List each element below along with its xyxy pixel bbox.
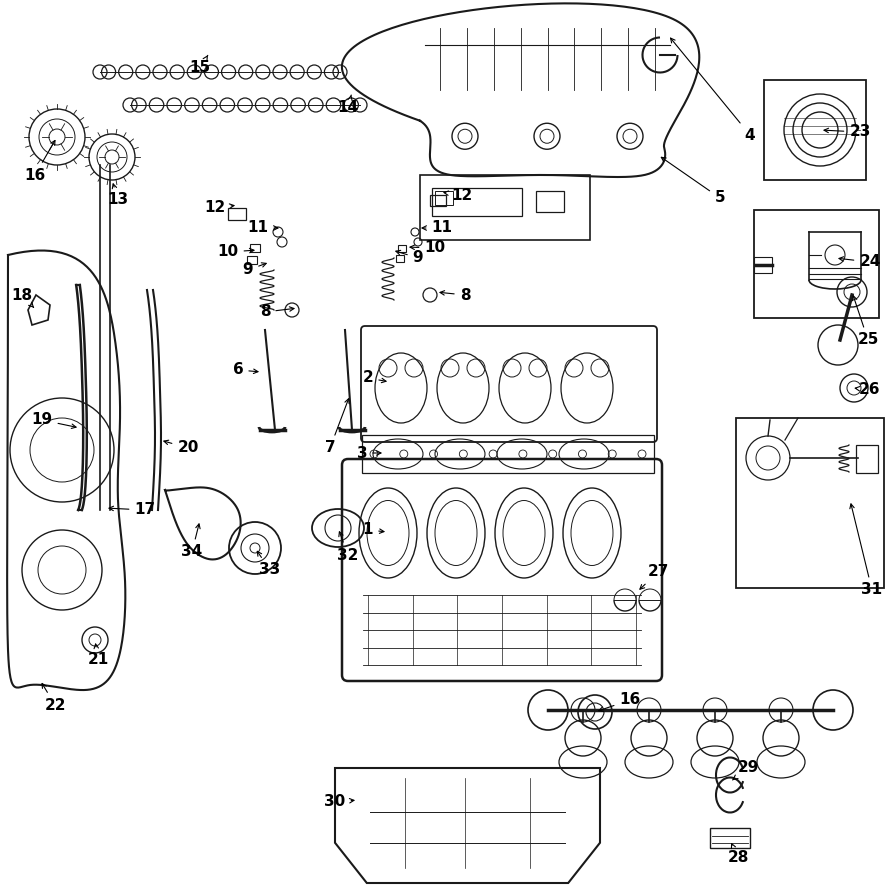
Text: 12: 12: [444, 188, 473, 203]
Text: 22: 22: [42, 683, 66, 713]
Text: 15: 15: [189, 55, 211, 75]
Bar: [398, 245, 406, 252]
Bar: [228, 208, 246, 220]
Text: 10: 10: [218, 244, 254, 259]
Text: 18: 18: [12, 288, 34, 308]
Text: 4: 4: [671, 38, 756, 142]
Text: 21: 21: [87, 644, 109, 668]
Text: 3: 3: [357, 445, 381, 460]
Bar: [736, 418, 884, 588]
Text: 28: 28: [727, 844, 748, 865]
Text: 27: 27: [640, 564, 669, 589]
Text: 20: 20: [164, 440, 199, 456]
Text: 25: 25: [853, 296, 879, 348]
Text: 34: 34: [181, 524, 202, 560]
Text: 19: 19: [31, 412, 76, 428]
Text: 24: 24: [839, 255, 880, 269]
Bar: [362, 435, 654, 473]
Text: 16: 16: [24, 140, 55, 182]
Text: 31: 31: [850, 504, 882, 597]
Text: 17: 17: [109, 502, 155, 518]
Text: 2: 2: [363, 370, 386, 385]
Bar: [435, 191, 453, 205]
Text: 9: 9: [243, 263, 266, 277]
Text: 9: 9: [396, 250, 424, 266]
Bar: [856, 445, 878, 473]
Bar: [396, 255, 404, 262]
Text: 14: 14: [337, 95, 359, 115]
Text: 8: 8: [440, 288, 470, 302]
Bar: [432, 188, 522, 216]
Bar: [710, 828, 750, 848]
Text: 32: 32: [337, 532, 359, 562]
Text: 26: 26: [855, 383, 880, 398]
Text: 5: 5: [661, 157, 725, 206]
Bar: [754, 210, 879, 318]
Text: 30: 30: [325, 795, 354, 809]
Text: 29: 29: [732, 761, 759, 780]
Text: 10: 10: [410, 240, 446, 256]
Text: 7: 7: [325, 399, 349, 456]
Text: 8: 8: [260, 305, 294, 319]
Text: 11: 11: [422, 221, 452, 235]
Bar: [420, 175, 590, 240]
Bar: [764, 80, 866, 180]
Text: 33: 33: [257, 552, 281, 578]
Text: 11: 11: [247, 221, 278, 235]
Text: 16: 16: [599, 693, 640, 712]
Bar: [536, 191, 564, 212]
Text: 23: 23: [824, 124, 871, 139]
Text: 13: 13: [107, 184, 128, 207]
Bar: [754, 257, 772, 273]
Bar: [247, 256, 257, 264]
Text: 6: 6: [233, 362, 258, 377]
Bar: [250, 244, 260, 252]
Bar: [430, 195, 446, 206]
Text: 12: 12: [204, 200, 234, 215]
Text: 1: 1: [363, 522, 384, 537]
